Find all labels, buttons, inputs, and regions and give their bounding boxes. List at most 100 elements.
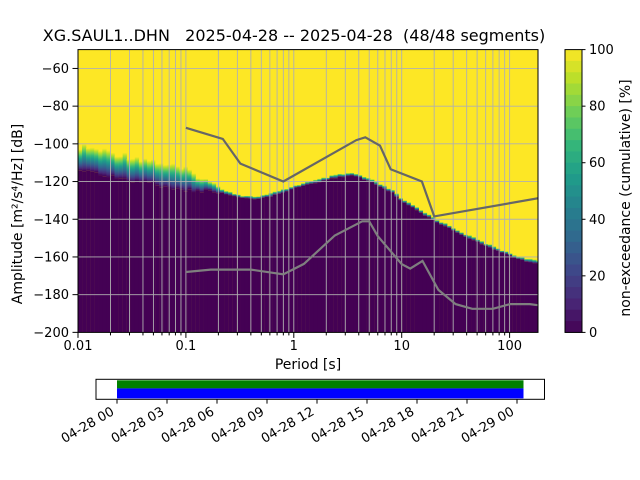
y-tick-label: −80 bbox=[42, 100, 69, 115]
ppsd-column-band bbox=[252, 196, 257, 200]
ppsd-column-band bbox=[512, 255, 517, 258]
plot-border bbox=[77, 49, 539, 333]
ppsd-column-band bbox=[264, 194, 269, 198]
ppsd-column-low bbox=[317, 182, 322, 333]
colorbar-step bbox=[565, 298, 582, 311]
ppsd-column-low bbox=[122, 178, 127, 333]
ppsd-column-low bbox=[329, 178, 334, 333]
ppsd-column-low bbox=[82, 171, 87, 333]
ppsd-column-band bbox=[503, 251, 509, 255]
ppsd-column-band bbox=[378, 184, 383, 187]
ppsd-column-band bbox=[256, 196, 261, 199]
ppsd-column-low bbox=[260, 197, 265, 333]
ppsd-column-low bbox=[94, 172, 99, 333]
ppsd-column-low bbox=[459, 234, 464, 333]
ppsd-column-low bbox=[90, 171, 95, 333]
ppsd-column-low bbox=[467, 238, 472, 333]
figure-title: XG.SAUL1..DHN 2025-04-28 -- 2025-04-28 (… bbox=[42, 26, 546, 45]
ppsd-column-low bbox=[386, 191, 391, 333]
ppsd-column-low bbox=[524, 261, 529, 333]
ppsd-column-low bbox=[390, 192, 395, 333]
ppsd-column-band bbox=[195, 178, 200, 191]
colorbar-step bbox=[565, 219, 582, 231]
ppsd-column-band bbox=[349, 172, 355, 176]
ppsd-column-low bbox=[374, 184, 379, 333]
ppsd-column-low bbox=[219, 192, 225, 333]
ppsd-column-low bbox=[536, 263, 538, 333]
ppsd-column-low bbox=[138, 182, 144, 333]
ppsd-column-band bbox=[443, 222, 448, 227]
colorbar-tick-label: 40 bbox=[589, 213, 606, 228]
ppsd-column-band bbox=[325, 177, 330, 180]
ppsd-column-band bbox=[439, 222, 444, 225]
timeline-tick-label: 04-28 12 bbox=[259, 404, 317, 446]
y-tick-label: −180 bbox=[33, 288, 69, 303]
ppsd-column-band bbox=[224, 190, 229, 195]
colorbar-step bbox=[565, 241, 582, 254]
ppsd-column-low bbox=[305, 184, 310, 333]
ppsd-column-band bbox=[134, 156, 140, 181]
colorbar-step bbox=[565, 106, 582, 118]
ppsd-column-low bbox=[179, 189, 184, 333]
ppsd-column-band bbox=[532, 259, 537, 264]
ppsd-column-band bbox=[236, 194, 241, 198]
ppsd-column-low bbox=[187, 189, 192, 333]
ppsd-column-low bbox=[370, 182, 375, 333]
ppsd-column-band bbox=[524, 258, 529, 262]
ppsd-column-low bbox=[357, 177, 363, 333]
ppsd-column-band bbox=[187, 169, 192, 190]
colorbar-step bbox=[565, 94, 582, 107]
ppsd-column-low bbox=[443, 226, 448, 333]
colorbar-step bbox=[565, 185, 582, 198]
ppsd-column-low bbox=[159, 187, 164, 333]
ppsd-column-low bbox=[288, 189, 294, 333]
colorbar-step bbox=[565, 117, 582, 130]
ppsd-column-band bbox=[272, 191, 277, 195]
colorbar-tick-label: 60 bbox=[589, 156, 606, 171]
ppsd-column-band bbox=[317, 178, 322, 183]
ppsd-column-band bbox=[305, 181, 310, 185]
ppsd-column-low bbox=[211, 192, 217, 333]
ppsd-column-low bbox=[203, 189, 209, 333]
plot-area bbox=[78, 49, 538, 333]
ppsd-column-low bbox=[102, 176, 107, 333]
ppsd-column-band bbox=[78, 149, 83, 171]
ppsd-column-band bbox=[130, 158, 135, 183]
ppsd-column-band bbox=[426, 214, 432, 218]
y-axis-label: Amplitude [m²/s⁴/Hz] [dB] bbox=[10, 123, 26, 305]
y-tick-label: −140 bbox=[33, 213, 69, 228]
ppsd-column-band bbox=[508, 253, 513, 256]
ppsd-column-band bbox=[475, 239, 480, 242]
timeline-tick-label: 04-28 06 bbox=[159, 404, 217, 446]
timeline-tick-label: 04-28 15 bbox=[309, 404, 367, 446]
ppsd-column-low bbox=[224, 194, 229, 333]
colorbar-step bbox=[565, 287, 582, 299]
colorbar-step bbox=[565, 140, 582, 152]
ppsd-column-band bbox=[207, 181, 213, 191]
ppsd-column-low bbox=[435, 222, 440, 333]
timeline-tick-label: 04-28 09 bbox=[209, 404, 267, 446]
ppsd-column-band bbox=[430, 216, 436, 220]
ppsd-column-low bbox=[191, 192, 196, 333]
y-axis-ticks bbox=[72, 67, 78, 333]
ppsd-column-band bbox=[122, 152, 127, 179]
ppsd-column-low bbox=[207, 190, 213, 333]
colorbar-step bbox=[565, 230, 582, 243]
ppsd-column-low bbox=[293, 187, 298, 333]
ppsd-column-low bbox=[455, 232, 460, 333]
colorbar-step bbox=[565, 60, 582, 73]
ppsd-column-band bbox=[402, 200, 407, 203]
ppsd-column-low bbox=[333, 178, 338, 333]
ppsd-column-low bbox=[199, 192, 204, 333]
ppsd-column-band bbox=[110, 152, 115, 176]
ppsd-column-low bbox=[418, 212, 424, 333]
ppsd-column-band bbox=[390, 189, 395, 193]
ppsd-column-band bbox=[410, 204, 415, 208]
ppsd-column-low bbox=[353, 176, 359, 333]
ppsd-column-band bbox=[382, 185, 387, 189]
x-tick-label: 0.1 bbox=[176, 339, 197, 354]
x-tick-label: 10 bbox=[393, 339, 410, 354]
ppsd-column-band bbox=[374, 181, 379, 185]
timeline-tick-label: 04-28 18 bbox=[359, 404, 417, 446]
ppsd-column-band bbox=[536, 260, 538, 264]
